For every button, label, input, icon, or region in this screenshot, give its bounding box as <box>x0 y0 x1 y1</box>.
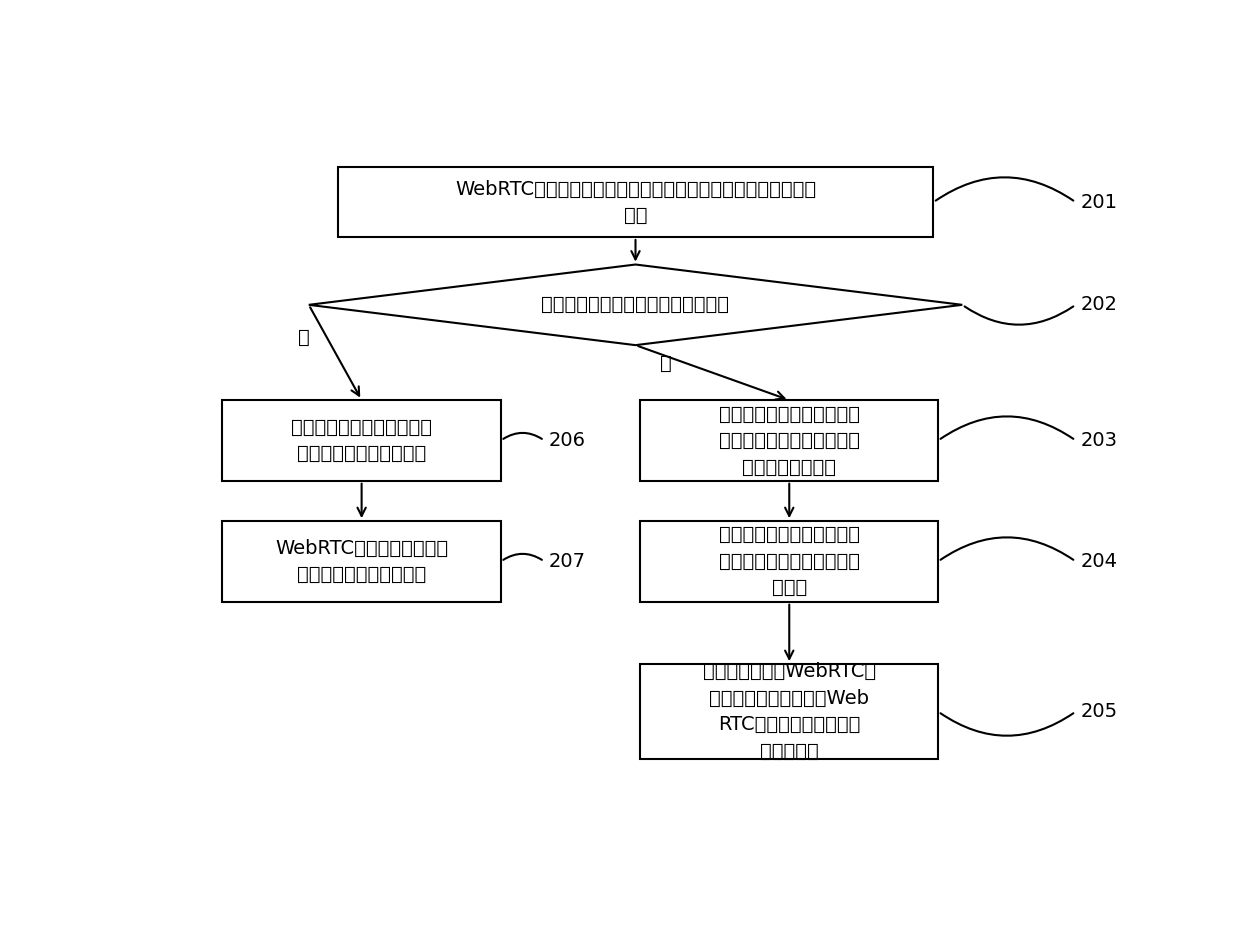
Text: 信令服务器分别与新虚拟接
收端和新虚拟发送端建立信
令连接: 信令服务器分别与新虚拟接 收端和新虚拟发送端建立信 令连接 <box>719 526 859 598</box>
Text: 207: 207 <box>549 552 587 571</box>
Text: 是: 是 <box>660 354 671 373</box>
Text: 206: 206 <box>549 431 587 450</box>
FancyBboxPatch shape <box>640 664 939 760</box>
FancyBboxPatch shape <box>222 521 501 602</box>
Polygon shape <box>309 265 962 346</box>
Text: WebRTC接收端在希望加入媒体多播时，向信令服务器发送加入
请求: WebRTC接收端在希望加入媒体多播时，向信令服务器发送加入 请求 <box>455 180 816 225</box>
Text: 否: 否 <box>298 328 310 347</box>
Text: WebRTC接收端与新虚拟发
送端建立媒体流通信连接: WebRTC接收端与新虚拟发 送端建立媒体流通信连接 <box>275 539 448 585</box>
Text: 204: 204 <box>1080 552 1117 571</box>
FancyBboxPatch shape <box>222 400 501 481</box>
Text: 205: 205 <box>1080 703 1117 722</box>
FancyBboxPatch shape <box>337 168 934 237</box>
Text: 信令服务器指示媒体分发模
块启动一个新虚拟发送端: 信令服务器指示媒体分发模 块启动一个新虚拟发送端 <box>291 418 432 464</box>
Text: 203: 203 <box>1080 431 1117 450</box>
Text: 201: 201 <box>1080 192 1117 211</box>
Text: 新虚拟接收端与WebRTC发
送端、新虚拟发送端与Web
RTC接收端分别建立媒体
流通信连接: 新虚拟接收端与WebRTC发 送端、新虚拟发送端与Web RTC接收端分别建立媒… <box>703 663 875 761</box>
Text: 信令服务器判断是否为首个用户终端: 信令服务器判断是否为首个用户终端 <box>542 295 729 314</box>
FancyBboxPatch shape <box>640 521 939 602</box>
Text: 信令服务器指示媒体分发模
块启动一个新虚拟接收端和
一个新虚拟发送端: 信令服务器指示媒体分发模 块启动一个新虚拟接收端和 一个新虚拟发送端 <box>719 405 859 476</box>
FancyBboxPatch shape <box>640 400 939 481</box>
Text: 202: 202 <box>1080 295 1117 314</box>
